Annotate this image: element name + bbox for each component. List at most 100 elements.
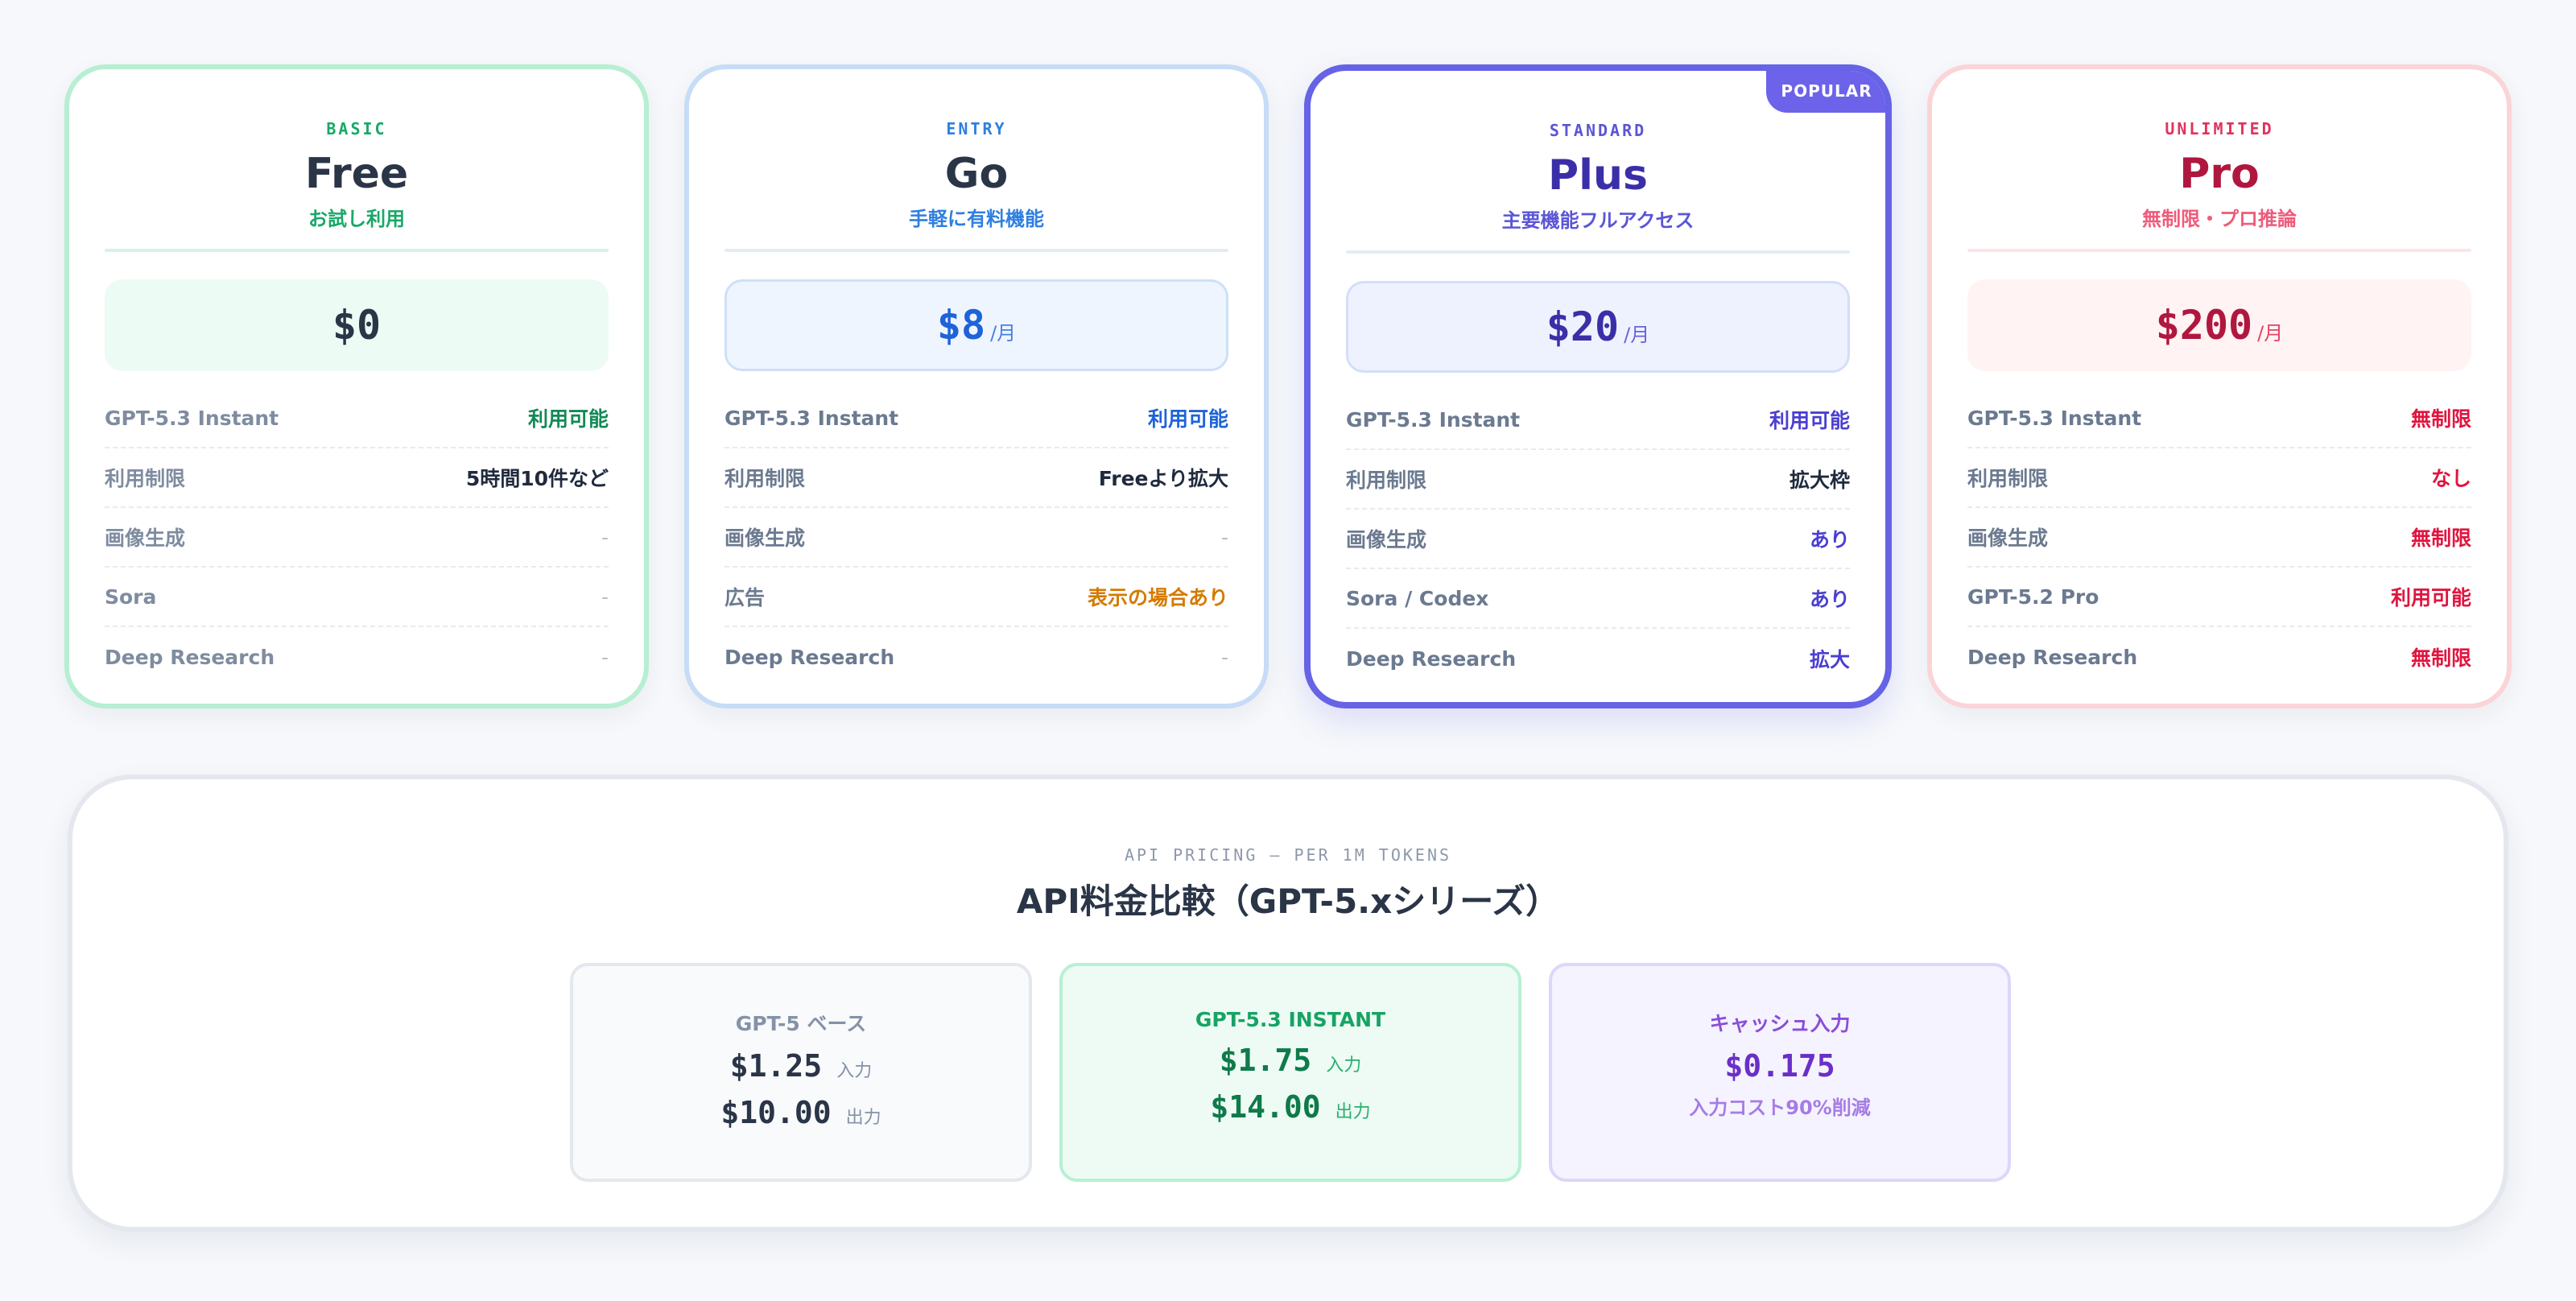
divider — [1346, 250, 1850, 254]
feature-list: GPT-5.3 Instant 利用可能 利用制限 Freeより拡大 画像生成 - 広… — [724, 389, 1228, 687]
feature-label: Sora / Codex — [1346, 586, 1489, 610]
feature-row: 広告 表示の場合あり — [724, 568, 1228, 627]
plan-tier: STANDARD — [1549, 121, 1647, 140]
api-output-line: $10.00 出力 — [573, 1095, 1029, 1130]
api-output-label: 出力 — [1335, 1102, 1371, 1122]
plan-name: Free — [304, 150, 409, 198]
feature-value: - — [1220, 645, 1228, 669]
feature-row: Deep Research - — [105, 627, 609, 687]
plan-subtitle: 無制限・プロ推論 — [2142, 208, 2297, 230]
feature-label: 画像生成 — [105, 527, 186, 550]
feature-row: 利用制限 なし — [1967, 448, 2471, 508]
feature-label: 画像生成 — [1967, 527, 2049, 550]
feature-list: GPT-5.3 Instant 利用可能 利用制限 拡大枠 画像生成 あり Sora … — [1346, 390, 1850, 688]
feature-row: Deep Research 無制限 — [1967, 627, 2471, 687]
plan-tier: UNLIMITED — [2165, 119, 2274, 138]
api-input-price: $1.25 — [729, 1048, 823, 1084]
api-cache-price: $0.175 — [1724, 1048, 1835, 1084]
divider — [724, 249, 1228, 252]
divider — [105, 249, 609, 252]
feature-label: GPT-5.3 Instant — [105, 406, 279, 430]
plan-tier: BASIC — [326, 119, 387, 138]
feature-value: あり — [1809, 528, 1850, 551]
feature-label: 利用制限 — [1346, 469, 1427, 492]
api-eyebrow: API PRICING — PER 1M TOKENS — [1124, 845, 1452, 865]
feature-label: Deep Research — [105, 645, 275, 669]
price-period: /月 — [990, 321, 1017, 345]
feature-label: GPT-5.3 Instant — [724, 406, 899, 430]
plan-price: $0 — [332, 302, 382, 349]
feature-label: Deep Research — [724, 645, 895, 669]
feature-value: 表示の場合あり — [1087, 586, 1228, 609]
feature-value: 5時間10件など — [465, 467, 609, 490]
feature-value: 拡大枠 — [1789, 469, 1850, 492]
feature-row: 利用制限 拡大枠 — [1346, 450, 1850, 510]
feature-value: - — [601, 645, 609, 669]
feature-value: 拡大 — [1809, 648, 1850, 671]
plan-card-plus[interactable]: POPULAR STANDARD Plus 主要機能フルアクセス $20/月 G… — [1304, 64, 1892, 708]
feature-row: Sora / Codex あり — [1346, 569, 1850, 629]
feature-row: 画像生成 無制限 — [1967, 508, 2471, 568]
feature-row: 利用制限 Freeより拡大 — [724, 448, 1228, 508]
price-box: $200/月 — [1967, 279, 2471, 371]
feature-value: 利用可能 — [527, 407, 609, 431]
api-input-line: $1.25 入力 — [573, 1048, 1029, 1084]
feature-label: Deep Research — [1967, 645, 2138, 669]
feature-label: 画像生成 — [1346, 528, 1427, 551]
plan-name: Go — [944, 150, 1009, 198]
plan-card-go[interactable]: ENTRY Go 手軽に有料機能 $8/月 GPT-5.3 Instant 利用可… — [684, 64, 1269, 708]
plan-subtitle: 主要機能フルアクセス — [1501, 209, 1695, 232]
feature-label: GPT-5.3 Instant — [1967, 406, 2142, 430]
api-box-title: GPT-5.3 INSTANT — [1195, 1008, 1386, 1031]
api-cache-note: 入力コスト90%削減 — [1689, 1097, 1871, 1119]
feature-label: 利用制限 — [724, 467, 806, 490]
plan-tier: ENTRY — [946, 119, 1007, 138]
feature-row: GPT-5.2 Pro 利用可能 — [1967, 568, 2471, 627]
feature-value: 無制限 — [2410, 407, 2471, 431]
feature-value: 利用可能 — [1147, 407, 1228, 431]
price-box: $0 — [105, 279, 609, 371]
api-input-line: $1.75 入力 — [1063, 1043, 1518, 1078]
feature-list: GPT-5.3 Instant 無制限 利用制限 なし 画像生成 無制限 GPT-5.… — [1967, 389, 2471, 687]
price-period: /月 — [1624, 323, 1650, 346]
api-output-line: $14.00 出力 — [1063, 1089, 1518, 1125]
feature-row: GPT-5.3 Instant 利用可能 — [105, 389, 609, 448]
feature-label: 画像生成 — [724, 527, 806, 550]
api-box-gpt53-instant: GPT-5.3 INSTANT $1.75 入力 $14.00 出力 — [1059, 963, 1521, 1182]
feature-row: GPT-5.3 Instant 利用可能 — [724, 389, 1228, 448]
feature-label: GPT-5.3 Instant — [1346, 407, 1521, 432]
divider — [1967, 249, 2471, 252]
feature-label: Sora — [105, 584, 157, 609]
feature-value: あり — [1809, 588, 1850, 611]
api-output-price: $14.00 — [1210, 1089, 1321, 1125]
plan-cards: BASIC Free お試し利用 $0 GPT-5.3 Instant 利用可能 … — [64, 64, 2512, 708]
api-input-label: 入力 — [836, 1061, 873, 1081]
feature-value: 利用可能 — [1769, 409, 1850, 432]
api-input-price: $1.75 — [1219, 1043, 1312, 1078]
api-price-boxes: GPT-5 ベース $1.25 入力 $10.00 出力 GPT-5.3 INS… — [570, 963, 2011, 1182]
api-output-price: $10.00 — [720, 1095, 832, 1130]
api-title: API料金比較（GPT-5.xシリーズ） — [1016, 882, 1560, 921]
feature-label: 広告 — [724, 586, 766, 609]
feature-row: 画像生成 あり — [1346, 510, 1850, 569]
feature-row: 画像生成 - — [724, 508, 1228, 568]
plan-card-free[interactable]: BASIC Free お試し利用 $0 GPT-5.3 Instant 利用可能 … — [64, 64, 649, 708]
feature-value: - — [1220, 525, 1228, 549]
price-period: /月 — [2257, 321, 2284, 345]
plan-subtitle: 手軽に有料機能 — [909, 208, 1044, 230]
plan-card-pro[interactable]: UNLIMITED Pro 無制限・プロ推論 $200/月 GPT-5.3 In… — [1927, 64, 2512, 708]
feature-row: Sora - — [105, 568, 609, 627]
price-box: $20/月 — [1346, 281, 1850, 373]
feature-label: 利用制限 — [1967, 467, 2049, 490]
feature-row: Deep Research - — [724, 627, 1228, 687]
feature-row: GPT-5.3 Instant 利用可能 — [1346, 390, 1850, 450]
popular-badge: POPULAR — [1766, 71, 1885, 113]
feature-row: Deep Research 拡大 — [1346, 629, 1850, 688]
feature-value: - — [601, 525, 609, 549]
api-box-cache-input: キャッシュ入力 $0.175 入力コスト90%削減 — [1549, 963, 2011, 1182]
feature-value: - — [601, 584, 609, 609]
plan-name: Pro — [2179, 150, 2260, 198]
feature-label: GPT-5.2 Pro — [1967, 584, 2099, 609]
api-box-title: キャッシュ入力 — [1709, 1012, 1851, 1035]
